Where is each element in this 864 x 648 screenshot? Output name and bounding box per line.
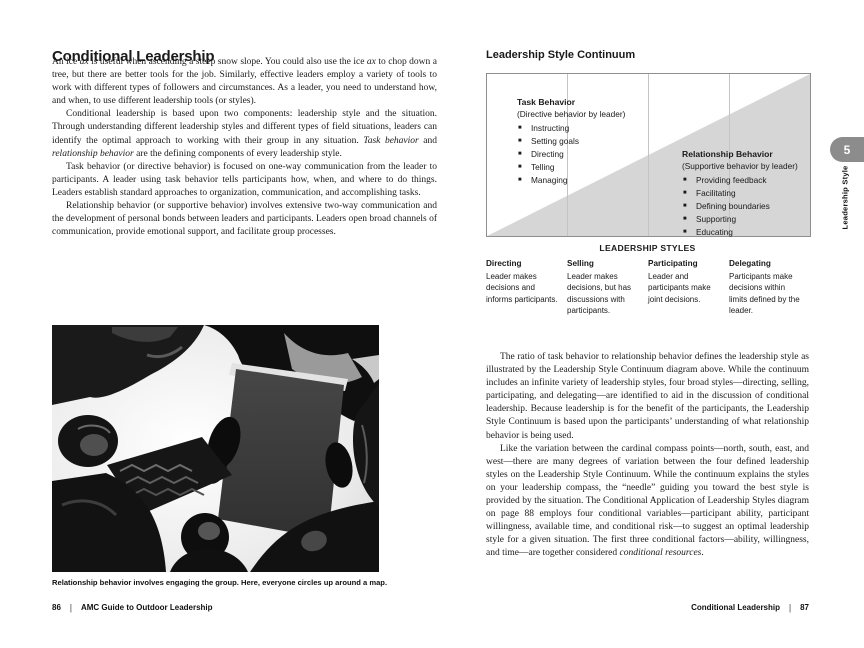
style-description: Leader and participants make joint decis… [648, 271, 711, 304]
paragraph: Conditional leadership is based upon two… [52, 109, 437, 159]
list-item: Defining boundaries [682, 200, 810, 213]
photo-caption: Relationship behavior involves engaging … [52, 578, 388, 587]
style-column-delegating: Delegating Participants make decisions w… [729, 258, 810, 317]
footer-separator: | [69, 602, 72, 613]
section-title: Conditional Leadership [691, 603, 781, 612]
leadership-style-continuum-diagram: Task Behavior (Directive behavior by lea… [486, 73, 811, 239]
page-number: 86 [52, 603, 61, 612]
style-title: Directing [486, 259, 522, 268]
style-description: Participants make decisions within limit… [729, 271, 800, 316]
list-item: Instructing [517, 122, 667, 135]
relationship-behavior-list: Providing feedback Facilitating Defining… [682, 174, 810, 239]
style-title: Selling [567, 259, 594, 268]
style-column-selling: Selling Leader makes decisions, but has … [567, 258, 648, 317]
relationship-behavior-subtitle: (Supportive behavior by leader) [682, 161, 798, 171]
leadership-styles-heading: LEADERSHIP STYLES [599, 243, 696, 253]
list-item: Managing [517, 174, 667, 187]
list-item: Supporting [682, 213, 810, 226]
list-item: Setting goals [517, 135, 667, 148]
photo-illustration [52, 325, 379, 572]
leadership-styles-columns: Directing Leader makes decisions and inf… [486, 258, 810, 317]
task-behavior-block: Task Behavior (Directive behavior by lea… [517, 96, 667, 187]
list-item: Educating [682, 226, 810, 239]
chapter-tab-label: Leadership Style [840, 165, 850, 229]
list-item: Telling [517, 161, 667, 174]
list-item: Directing [517, 148, 667, 161]
paragraph: Like the variation between the cardinal … [486, 443, 809, 559]
paragraph: Task behavior (or directive behavior) is… [52, 161, 437, 198]
footer-separator: | [789, 602, 792, 613]
style-description: Leader makes decisions and informs parti… [486, 271, 558, 304]
paragraph: The ratio of task behavior to relationsh… [486, 352, 809, 441]
paragraph: An ice ax is useful when ascending a ste… [52, 57, 437, 107]
diagram-heading: Leadership Style Continuum [486, 49, 636, 62]
task-behavior-list: Instructing Setting goals Directing Tell… [517, 122, 667, 187]
book-title: AMC Guide to Outdoor Leadership [80, 603, 213, 612]
page-number: 87 [800, 603, 809, 612]
right-body-text: The ratio of task behavior to relationsh… [486, 351, 809, 561]
style-column-participating: Participating Leader and participants ma… [648, 258, 729, 317]
relationship-behavior-title: Relationship Behavior [682, 149, 773, 159]
right-page-footer: Conditional Leadership | 87 [691, 602, 809, 613]
chapter-tab-label-wrap: Leadership Style [826, 157, 864, 237]
style-title: Delegating [729, 259, 771, 268]
diagram-divider [729, 74, 730, 236]
chapter-number-badge: 5 [830, 137, 864, 162]
page-title: Conditional Leadership [52, 48, 215, 66]
task-behavior-subtitle: (Directive behavior by leader) [517, 109, 626, 119]
left-body-text: An ice ax is useful when ascending a ste… [52, 56, 437, 239]
style-description: Leader makes decisions, but has discussi… [567, 271, 632, 316]
style-title: Participating [648, 259, 698, 268]
task-behavior-title: Task Behavior [517, 97, 576, 107]
left-page-footer: 86 | AMC Guide to Outdoor Leadership [52, 602, 213, 613]
style-column-directing: Directing Leader makes decisions and inf… [486, 258, 567, 317]
list-item: Facilitating [682, 187, 810, 200]
group-circle-photo [52, 325, 379, 572]
list-item: Providing feedback [682, 174, 810, 187]
paragraph: Relationship behavior (or supportive beh… [52, 201, 437, 238]
relationship-behavior-block: Relationship Behavior (Supportive behavi… [682, 148, 810, 239]
